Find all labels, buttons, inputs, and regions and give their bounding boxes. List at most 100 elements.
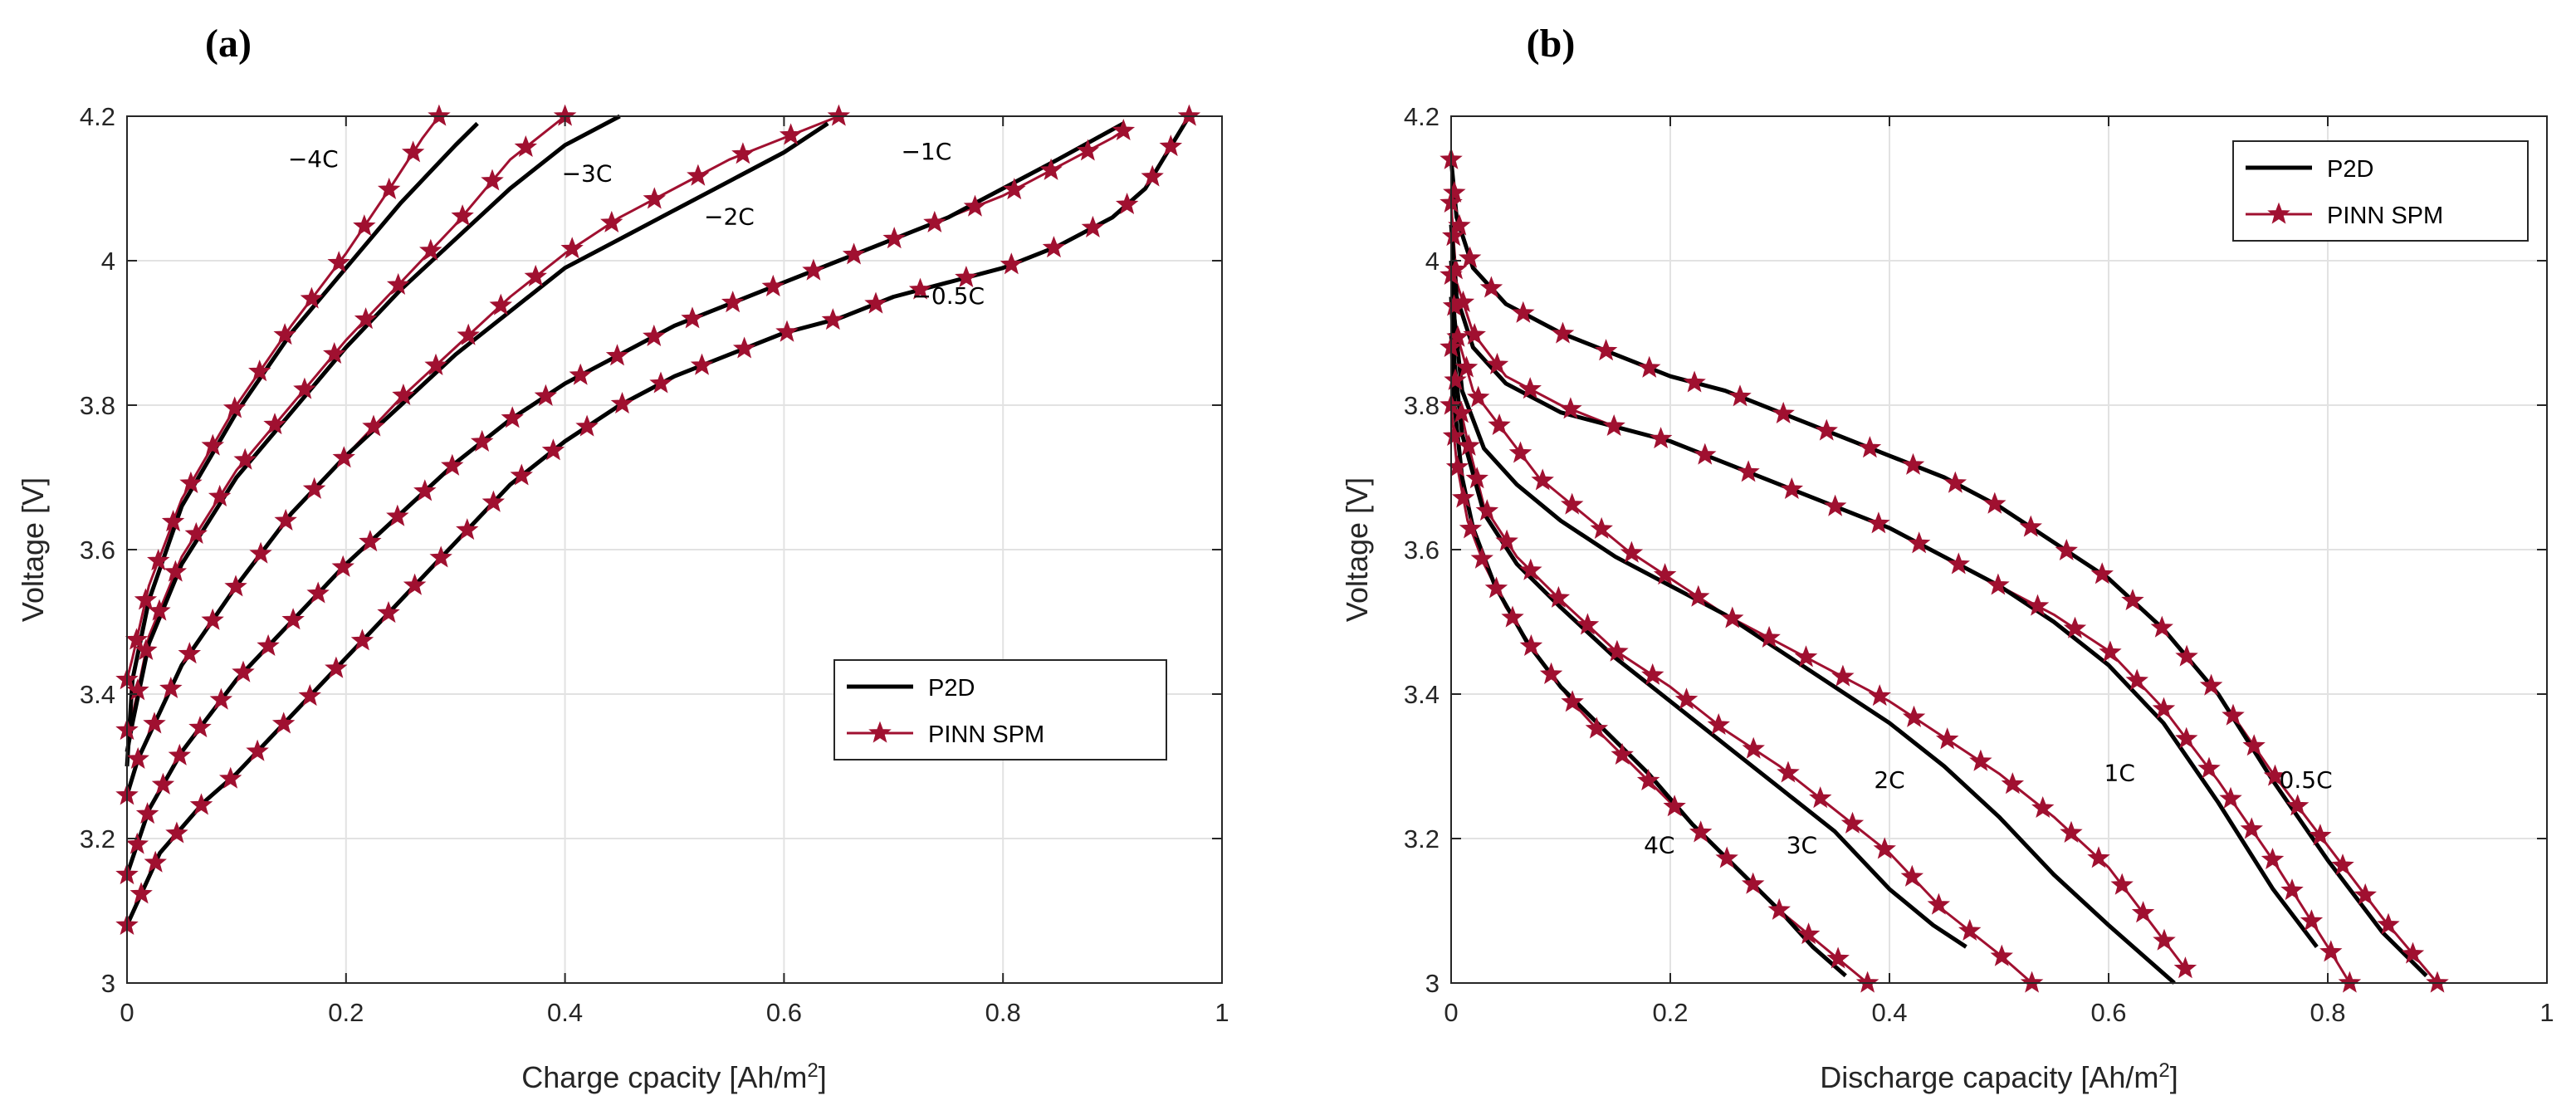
pinn-series-marker: [569, 363, 592, 385]
pinn-series-marker: [2031, 795, 2055, 819]
pinn-series-marker: [2338, 971, 2362, 993]
pinn-series-marker: [1663, 795, 1686, 817]
pinn-series-marker: [148, 599, 171, 621]
panel-a-series: [115, 104, 1201, 936]
pinn-series-marker: [1649, 427, 1673, 449]
pinn-series-marker: [1958, 918, 1982, 941]
pinn-series-marker: [298, 683, 321, 707]
pinn-series-marker: [1687, 584, 1710, 607]
pinn-series-marker: [1141, 164, 1164, 187]
pinn-series-marker: [274, 508, 297, 531]
pinn-series-marker: [218, 766, 242, 789]
x-tick-label: 0.6: [766, 998, 802, 1027]
p2d-series-line: [125, 121, 829, 796]
pinn-series-marker: [377, 177, 401, 200]
panel-a-annotations: −4C −3C −2C −1C −0.5C: [288, 138, 985, 310]
pinn-series-marker: [1159, 134, 1183, 157]
pinn-series-marker: [2319, 940, 2343, 962]
y-tick-label: 3.2: [1404, 824, 1440, 853]
pinn-series-marker: [188, 716, 212, 738]
pinn-series-marker: [184, 521, 208, 544]
panel-b-legend: P2D PINN SPM: [2232, 140, 2529, 242]
pinn-series-marker: [1831, 664, 1855, 687]
x-tick-label: 0.8: [985, 998, 1021, 1027]
curve-rate-label: −1C: [901, 138, 951, 165]
pinn-series-marker: [1796, 922, 1821, 945]
pinn-series-marker: [2153, 928, 2176, 951]
x-tick-label: 0.8: [2310, 998, 2345, 1027]
pinn-series-marker: [470, 429, 494, 452]
pinn-series-marker: [1112, 118, 1136, 141]
panel-a-ylabel: Voltage [V]: [16, 477, 50, 622]
pinn-series-marker: [2222, 703, 2245, 726]
x-tick-label: 0: [1444, 998, 1458, 1027]
pinn-series-marker: [1674, 687, 1699, 710]
pinn-series-marker: [1780, 477, 1804, 500]
legend-star-marker: [2267, 202, 2290, 224]
pinn-series-marker: [201, 608, 224, 630]
pinn-series-marker: [1943, 471, 1967, 493]
pinn-series-marker: [2331, 853, 2354, 876]
pinn-series-marker: [441, 453, 464, 476]
pinn-series-marker: [161, 510, 185, 532]
y-tick-label: 3: [1425, 969, 1440, 998]
pinn-series-marker: [1501, 605, 1524, 628]
y-tick-label: 4: [1425, 247, 1440, 276]
panel-b-ticks: 0 0.2 0.4 0.6 0.8 1 3 3.2 3.4 3.6 3.8 4 4.2: [1404, 102, 2554, 1027]
pinn-series-line: [1449, 347, 2033, 985]
pinn-series-marker: [1826, 946, 1850, 969]
pinn-series-marker: [1039, 158, 1063, 180]
pinn-series-marker: [2175, 644, 2198, 667]
legend-star-marker: [868, 721, 892, 743]
pinn-series-marker: [1484, 576, 1508, 599]
pinn-series-marker: [643, 324, 666, 346]
pinn-series-marker: [2099, 640, 2122, 663]
pinn-series-marker: [761, 274, 785, 296]
pinn-series-marker: [1442, 423, 1466, 447]
pinn-series-marker: [1466, 385, 1490, 408]
pinn-series-marker: [510, 463, 533, 486]
pinn-series-marker: [2263, 764, 2287, 786]
pinn-series-marker: [2131, 901, 2155, 923]
pinn-series-marker: [802, 258, 825, 281]
pinn-series-marker: [1449, 401, 1474, 423]
pinn-series-marker: [2020, 971, 2044, 993]
pinn-series-marker: [2063, 616, 2087, 638]
pinn-series-marker: [392, 383, 415, 406]
curve-rate-label: −0.5C: [912, 282, 985, 310]
pinn-series-marker: [413, 479, 437, 501]
pinn-series-marker: [143, 712, 166, 734]
pinn-series-marker: [189, 793, 213, 815]
pinn-series-marker: [2197, 756, 2221, 779]
pinn-series-marker: [377, 600, 400, 624]
pinn-series-marker: [732, 336, 756, 359]
pinn-series-marker: [1475, 499, 1499, 521]
x-tick-label: 0: [120, 998, 134, 1027]
pinn-series-marker: [1742, 736, 1765, 759]
pinn-series-marker: [2110, 873, 2134, 895]
pinn-series-marker: [2354, 883, 2377, 905]
curve-rate-label: 4C: [1644, 831, 1674, 858]
pinn-series-marker: [246, 739, 269, 761]
pinn-series-marker: [224, 575, 247, 597]
pinn-series-marker: [1547, 585, 1571, 608]
pinn-series-marker: [353, 214, 376, 237]
x-tick-label: 0.2: [1652, 998, 1688, 1027]
pinn-series-marker: [1444, 368, 1467, 390]
pinn-series-marker: [1560, 492, 1584, 515]
pinn-series-marker: [151, 772, 175, 795]
pinn-series-marker: [1809, 786, 1832, 809]
pinn-series-marker: [779, 123, 803, 145]
y-tick-label: 3.6: [80, 536, 115, 565]
pinn-series-marker: [159, 676, 183, 699]
pinn-series-marker: [2090, 562, 2114, 584]
pinn-series-marker: [821, 308, 845, 330]
pinn-series-marker: [1458, 246, 1482, 268]
pinn-series-marker: [232, 660, 255, 682]
pinn-series-marker: [1983, 492, 2007, 514]
pinn-series-marker: [1794, 645, 1818, 668]
pinn-series-marker: [1518, 377, 1542, 399]
pinn-series-marker: [955, 265, 978, 288]
pinn-series-marker: [2240, 817, 2263, 839]
